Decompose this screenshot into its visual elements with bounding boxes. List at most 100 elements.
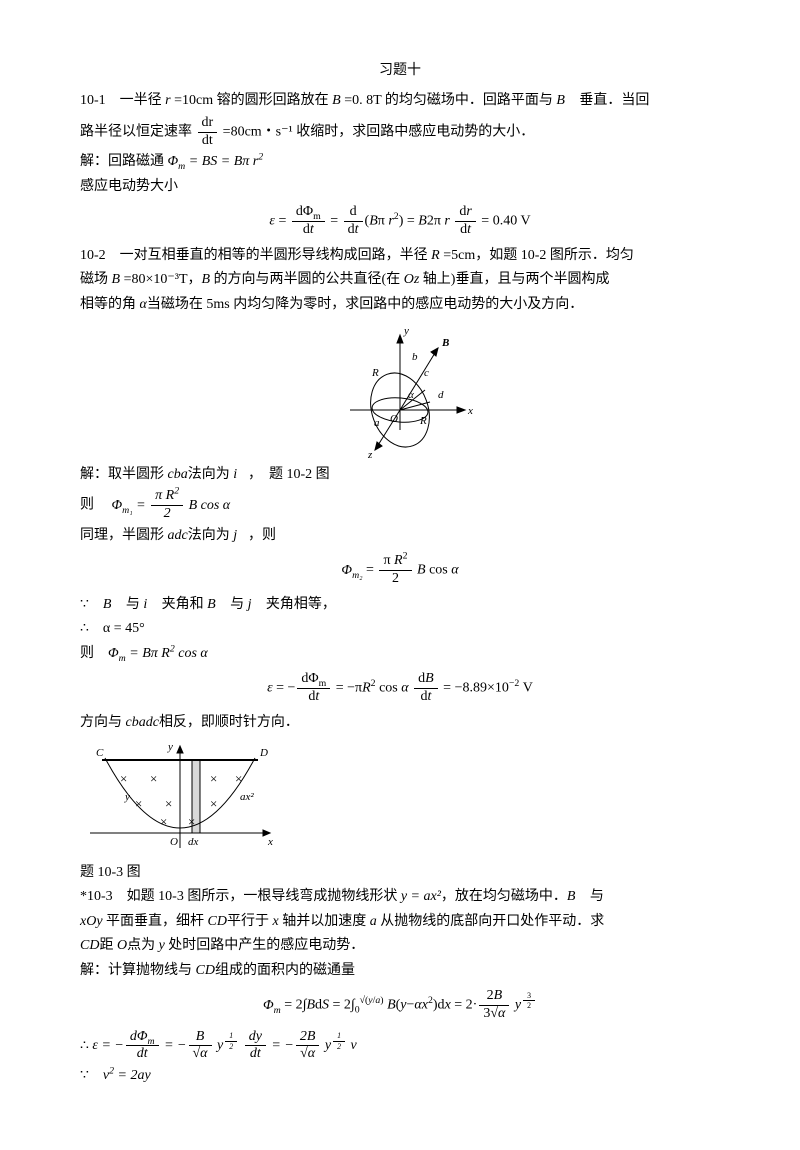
p10-2-therefore: ∴ α = 45° (80, 618, 720, 640)
t: ∵ (80, 597, 103, 612)
t: 当磁场在 5ms 内均匀降为零时，求回路中的感应电动势的大小及方向． (147, 297, 583, 312)
t: 则 (80, 646, 94, 661)
p10-3-sol: 解：计算抛物线与 CD组成的面积内的磁通量 (80, 960, 720, 982)
p10-2-then2: 则 Φm = Bπ R2 cos α (80, 643, 720, 665)
lbl-R2: R (419, 415, 427, 427)
t: 法向为 (188, 467, 234, 482)
svg-text:×: × (235, 771, 242, 786)
p10-3-l2: xOy 平面垂直，细杆 CD平行于 x 轴并以加速度 a 从抛物线的底部向开口处… (80, 911, 720, 933)
svg-text:×: × (210, 771, 217, 786)
p10-2-l1: 10-2 一对互相垂直的相等的半圆形导线构成回路，半径 R =5cm，如题 10… (80, 245, 720, 267)
t: 处时回路中产生的感应电动势． (165, 938, 365, 953)
lbl-C: C (96, 747, 104, 759)
jvec2: j⃗ (248, 597, 263, 612)
t: 轴上)垂直，且与两个半圆构成 (419, 272, 609, 287)
t: 点为 (127, 938, 159, 953)
t: ∴ (80, 1038, 89, 1053)
xOy: xOy (80, 914, 103, 929)
p10-2-phim2: Φm₂ = π R22 B cos α (80, 553, 720, 588)
t: =80cm・s⁻¹ 收缩时，求回路中感应电动势的大小． (219, 124, 534, 139)
t: 则 (80, 498, 94, 513)
t: 从抛物线的底部向开口处作平动．求 (377, 914, 605, 929)
lbl-D: D (259, 747, 268, 759)
p10-2-l3: 相等的角 α当磁场在 5ms 内均匀降为零时，求回路中的感应电动势的大小及方向． (80, 294, 720, 316)
t: 10-2 一对互相垂直的相等的半圆形导线构成回路，半径 (80, 248, 431, 263)
lbl-x: x (467, 405, 473, 417)
t: *10-3 如题 10-3 图所示，一根导线弯成抛物线形状 (80, 889, 401, 904)
p10-2-tongli: 同理，半圆形 adc法向为 j⃗，则 (80, 525, 720, 547)
lbl-O: O (170, 836, 178, 848)
lbl-x: x (267, 836, 273, 848)
t: 解：回路磁通 (80, 154, 168, 169)
B-var: B (332, 93, 341, 108)
Bvec2: B⃗ (207, 597, 226, 612)
page-title: 习题十 (80, 60, 720, 82)
lbl-B: B (441, 337, 449, 349)
t: 平行于 (227, 914, 273, 929)
t: 路半径以恒定速率 (80, 124, 196, 139)
ivec2: i⃗ (143, 597, 158, 612)
p10-1-line2: 路半径以恒定速率 drdt =80cm・s⁻¹ 收缩时，求回路中感应电动势的大小… (80, 115, 720, 150)
t: ∵ (80, 1068, 89, 1083)
B2: B (202, 272, 211, 287)
jvec: j⃗ (233, 528, 248, 543)
lbl-ax2: ax² (240, 791, 254, 803)
lbl-R1: R (371, 367, 379, 379)
p10-2-eps: ε = −dΦmdt = −πR2 cos α dBdt = −8.89×10−… (80, 671, 720, 706)
t: =80×10⁻³T， (120, 272, 201, 287)
alpha: α (140, 297, 147, 312)
figure-10-3: ×××× ××× ×× C D O x y dx ax² y (80, 738, 280, 858)
Oz: Oz (404, 272, 420, 287)
svg-text:×: × (165, 796, 172, 811)
R: R (431, 248, 440, 263)
svg-text:×: × (210, 796, 217, 811)
ivec: i⃗ (233, 467, 248, 482)
svg-text:×: × (120, 771, 127, 786)
t: 法向为 (188, 528, 234, 543)
phi-eq: Φm = BS = Bπ r2 (168, 154, 264, 169)
lbl-y: y (403, 325, 409, 337)
p10-1-line4: 感应电动势大小 (80, 176, 720, 198)
p10-2-l2: 磁场 B =80×10⁻³T，B 的方向与两半圆的公共直径(在 Oz 轴上)垂直… (80, 269, 720, 291)
a: a (370, 914, 377, 929)
t: 垂直．当回 (576, 93, 650, 108)
t: ，则 (248, 528, 276, 543)
t: 与 (586, 889, 604, 904)
p10-1-eq: ε = dΦmdt = ddt(Bπ r2) = B2π r drdt = 0.… (80, 204, 720, 239)
cbadc: cbadc (126, 715, 159, 730)
svg-text:×: × (135, 796, 142, 811)
den: dt (198, 133, 218, 150)
cba: cba (168, 467, 188, 482)
yax2: y = ax² (401, 889, 441, 904)
frac-drdt: drdt (198, 115, 218, 150)
Bvec: B⃗ (103, 597, 122, 612)
t: 10-1 一半径 (80, 93, 165, 108)
p10-2-direction: 方向与 cbadc相反，即顺时针方向． (80, 712, 720, 734)
p10-3-because: ∵ v2 = 2ay (80, 1065, 720, 1087)
lbl-al1: α (408, 389, 414, 401)
p10-1-line1: 10-1 一半径 r =10cm 镕的圆形回路放在 B =0. 8T 的均匀磁场… (80, 90, 720, 112)
lbl-z: z (367, 449, 373, 460)
O: O (117, 938, 127, 953)
fig10-3-cap: 题 10-3 图 (80, 862, 720, 884)
Bvec: B⃗ (567, 889, 586, 904)
t: 夹角相等， (262, 597, 336, 612)
t: =10cm 镕的圆形回路放在 (171, 93, 333, 108)
lbl-dx: dx (188, 836, 199, 848)
t: 轴并以加速度 (279, 914, 370, 929)
lbl-y: y (167, 741, 173, 753)
lbl-y2: y (124, 791, 130, 803)
num: dr (198, 115, 218, 133)
CD2: CD (80, 938, 99, 953)
t: 与 (122, 597, 143, 612)
p10-2-then: 则 Φm₁ = π R22 B cos α (80, 488, 720, 523)
t: 距 (99, 938, 117, 953)
t: 解：计算抛物线与 (80, 963, 196, 978)
t: 与 (227, 597, 248, 612)
lbl-b: b (412, 351, 418, 363)
t: 同理，半圆形 (80, 528, 168, 543)
CD3: CD (196, 963, 215, 978)
t: 相等的角 (80, 297, 140, 312)
p10-3-l3: CD距 O点为 y 处时回路中产生的感应电动势． (80, 935, 720, 957)
lbl-a: a (374, 417, 380, 429)
